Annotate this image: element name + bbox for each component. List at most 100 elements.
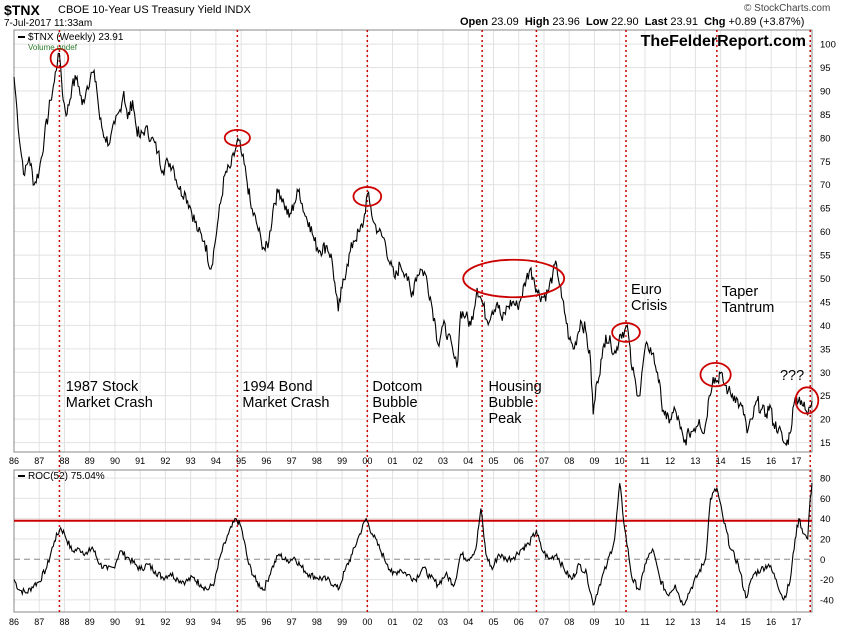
x-tick-label-top: 06	[514, 456, 524, 466]
y-tick-label-bottom: -20	[820, 575, 834, 586]
y-tick-label-top: 45	[820, 297, 831, 308]
x-tick-label-top: 88	[59, 456, 69, 466]
x-tick-label-bottom: 17	[791, 617, 801, 627]
y-tick-label-top: 25	[820, 391, 831, 402]
last-value: 23.91	[670, 16, 698, 28]
low-value: 22.90	[611, 16, 639, 28]
annotation-text: Peak	[488, 411, 522, 427]
x-tick-label-bottom: 08	[564, 617, 574, 627]
annotation-text: Taper	[722, 284, 758, 300]
x-tick-label-top: 94	[211, 456, 221, 466]
high-label: High	[524, 16, 550, 28]
ohlc-stats: Open 23.09 High 23.96 Low 22.90 Last 23.…	[460, 16, 804, 28]
x-tick-label-bottom: 03	[438, 617, 448, 627]
y-tick-label-top: 85	[820, 110, 831, 121]
x-tick-label-top: 11	[640, 456, 649, 466]
x-tick-label-top: 96	[261, 456, 271, 466]
x-tick-label-top: 99	[337, 456, 347, 466]
low-label: Low	[586, 16, 609, 28]
event-circle	[462, 258, 566, 299]
x-tick-label-bottom: 14	[716, 617, 726, 627]
high-value: 23.96	[552, 16, 580, 28]
annotation-text: Housing	[488, 379, 541, 395]
annotation-text: Bubble	[372, 395, 417, 411]
x-tick-label-bottom: 12	[665, 617, 675, 627]
x-tick-label-bottom: 96	[261, 617, 271, 627]
x-tick-label-bottom: 13	[690, 617, 700, 627]
x-tick-label-bottom: 02	[413, 617, 423, 627]
x-tick-label-top: 13	[690, 456, 700, 466]
y-tick-label-top: 70	[820, 180, 831, 191]
symbol: $TNX	[4, 2, 40, 18]
roc-series-line	[13, 483, 813, 606]
chg-label: Chg	[704, 16, 726, 28]
watermark: TheFelderReport.com	[641, 33, 806, 50]
y-tick-label-bottom: -40	[820, 595, 834, 606]
x-tick-label-bottom: 92	[160, 617, 170, 627]
annotation-text: Euro	[631, 282, 662, 298]
legend-swatch-roc	[18, 475, 25, 477]
roc-legend: ROC(52) 75.04%	[28, 471, 105, 482]
y-tick-labels: 15 20 25 30 35 40 45 50 55 60 65 70 75 80 85 90 95 100 -40…	[820, 40, 836, 607]
x-tick-label-bottom: 09	[589, 617, 599, 627]
description: CBOE 10-Year US Treasury Yield INDX	[58, 4, 251, 16]
x-tick-label-bottom: 90	[110, 617, 120, 627]
annotation-text: 1994 Bond	[242, 379, 312, 395]
annotation-text: 1987 Stock	[66, 379, 139, 395]
x-tick-label-top: 90	[110, 456, 120, 466]
price-panel-frame	[13, 29, 813, 453]
x-tick-label-bottom: 86	[9, 617, 19, 627]
x-tick-label-top: 00	[362, 456, 372, 466]
annotation-text: Crisis	[631, 298, 667, 314]
annotation-text: Peak	[372, 411, 406, 427]
x-tick-label-top: 05	[488, 456, 498, 466]
y-tick-label-bottom: 60	[820, 494, 831, 505]
y-tick-label-top: 50	[820, 274, 831, 285]
x-tick-label-bottom: 06	[514, 617, 524, 627]
x-tick-label-top: 92	[160, 456, 170, 466]
event-circle	[49, 47, 70, 69]
y-tick-label-top: 75	[820, 157, 831, 168]
x-tick-label-top: 10	[615, 456, 625, 466]
x-tick-label-bottom: 16	[766, 617, 776, 627]
grid	[13, 30, 812, 612]
x-tick-label-bottom: 91	[135, 617, 145, 627]
event-lines	[58, 30, 811, 612]
annotation-text: ???	[780, 368, 804, 384]
x-tick-label-bottom: 10	[615, 617, 625, 627]
x-tick-label-top: 16	[766, 456, 776, 466]
annotation-text: Market Crash	[242, 395, 329, 411]
x-tick-label-bottom: 01	[388, 617, 398, 627]
x-tick-label-top: 04	[463, 456, 473, 466]
x-tick-label-bottom: 95	[236, 617, 246, 627]
y-tick-label-top: 80	[820, 133, 831, 144]
y-tick-label-top: 40	[820, 321, 831, 332]
x-tick-label-top: 17	[791, 456, 801, 466]
volume-legend: Volume undef	[28, 43, 78, 52]
x-tick-label-bottom: 94	[211, 617, 221, 627]
x-tick-label-top: 01	[388, 456, 398, 466]
annotation-text: Bubble	[488, 395, 533, 411]
event-circle	[223, 128, 251, 147]
x-tick-label-bottom: 97	[287, 617, 297, 627]
event-circles	[49, 47, 820, 415]
chg-value: +0.89 (+3.87%)	[728, 16, 805, 28]
x-tick-label-top: 95	[236, 456, 246, 466]
x-tick-label-bottom: 88	[59, 617, 69, 627]
x-tick-label-top: 02	[413, 456, 423, 466]
x-tick-label-bottom: 87	[34, 617, 44, 627]
x-tick-label-top: 93	[186, 456, 196, 466]
y-tick-label-top: 60	[820, 227, 831, 238]
x-tick-label-bottom: 99	[337, 617, 347, 627]
y-tick-label-bottom: 0	[820, 555, 825, 566]
x-tick-label-top: 87	[34, 456, 44, 466]
date-stamp: 7-Jul-2017 11:33am	[4, 18, 93, 29]
panel-frames	[13, 29, 813, 613]
x-tick-label-top: 08	[564, 456, 574, 466]
price-series-line	[13, 52, 813, 447]
y-tick-label-top: 20	[820, 415, 831, 426]
y-tick-label-top: 30	[820, 368, 831, 379]
x-tick-label-bottom: 04	[463, 617, 473, 627]
